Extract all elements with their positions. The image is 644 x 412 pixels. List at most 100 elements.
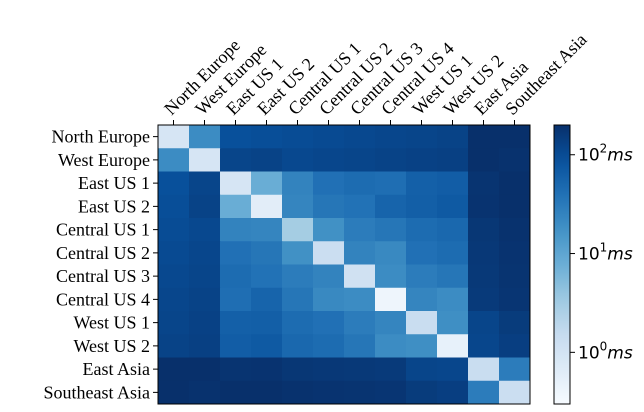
heatmap-cell <box>468 334 500 358</box>
heatmap-cell <box>251 380 283 405</box>
heatmap-cell <box>189 311 221 335</box>
heatmap-cell <box>313 218 345 242</box>
heatmap-cell <box>344 334 376 358</box>
heatmap-cell <box>189 171 221 196</box>
heatmap-cell <box>406 218 438 242</box>
heatmap-cell <box>344 287 376 312</box>
heatmap-cell <box>499 241 531 265</box>
row-label: Central US 1 <box>56 220 150 240</box>
heatmap-cell <box>251 125 283 149</box>
row-label: Central US 4 <box>56 289 150 309</box>
heatmap-cell <box>375 148 407 172</box>
heatmap-cell <box>189 194 221 219</box>
heatmap-cell <box>375 287 407 312</box>
heatmap-cell <box>189 287 221 312</box>
heatmap-cell <box>437 287 469 312</box>
heatmap-cell <box>499 264 531 289</box>
heatmap-cell <box>220 334 252 358</box>
heatmap-cell <box>437 380 469 405</box>
heatmap-cell <box>220 148 252 172</box>
heatmap-cell <box>499 334 531 358</box>
heatmap-cell <box>282 171 314 196</box>
row-label: East US 1 <box>78 173 150 193</box>
heatmap-cell <box>189 218 221 242</box>
heatmap-cell <box>220 241 252 265</box>
colorbar-tick-label: 101ms <box>578 241 633 265</box>
heatmap-cell <box>158 171 190 196</box>
heatmap-cell <box>158 218 190 242</box>
heatmap-cell <box>251 194 283 219</box>
row-label: West US 1 <box>73 313 150 333</box>
heatmap-cell <box>468 241 500 265</box>
heatmap-cell <box>220 264 252 289</box>
row-label: West Europe <box>58 150 150 170</box>
heatmap-cell <box>499 194 531 219</box>
heatmap-cell <box>220 125 252 149</box>
heatmap-cell <box>220 287 252 312</box>
heatmap-cell <box>406 287 438 312</box>
heatmap-cell <box>282 311 314 335</box>
heatmap-cell <box>344 218 376 242</box>
heatmap-cell <box>468 125 500 149</box>
heatmap-cell <box>499 171 531 196</box>
heatmap-cell <box>344 171 376 196</box>
heatmap-cells <box>158 125 531 405</box>
heatmap-cell <box>251 171 283 196</box>
heatmap-cell <box>468 311 500 335</box>
heatmap-cell <box>406 264 438 289</box>
heatmap-cell <box>437 357 469 382</box>
heatmap-cell <box>437 311 469 335</box>
row-label: Central US 3 <box>56 266 150 286</box>
heatmap-cell <box>251 148 283 172</box>
heatmap-cell <box>437 148 469 172</box>
heatmap-cell <box>282 357 314 382</box>
heatmap-cell <box>282 334 314 358</box>
heatmap-cell <box>282 380 314 405</box>
heatmap-cell <box>251 264 283 289</box>
heatmap-cell <box>437 264 469 289</box>
heatmap-cell <box>282 241 314 265</box>
heatmap-cell <box>220 171 252 196</box>
row-labels: North Europe West Europe East US 1 East US … <box>44 127 158 402</box>
heatmap-cell <box>375 264 407 289</box>
heatmap-cell <box>282 194 314 219</box>
heatmap-cell <box>220 380 252 405</box>
heatmap-cell <box>282 125 314 149</box>
heatmap-cell <box>282 148 314 172</box>
heatmap-cell <box>344 357 376 382</box>
heatmap-cell <box>499 148 531 172</box>
heatmap-cell <box>375 334 407 358</box>
heatmap-cell <box>189 380 221 405</box>
heatmap-cell <box>375 171 407 196</box>
heatmap-cell <box>313 357 345 382</box>
heatmap-cell <box>375 194 407 219</box>
heatmap-cell <box>313 380 345 405</box>
heatmap-cell <box>313 264 345 289</box>
heatmap-cell <box>189 334 221 358</box>
heatmap-cell <box>375 125 407 149</box>
heatmap-cell <box>158 264 190 289</box>
heatmap-cell <box>468 380 500 405</box>
heatmap-cell <box>158 125 190 149</box>
colorbar-ticks: 100ms 101ms 102ms <box>570 142 633 363</box>
heatmap-cell <box>406 148 438 172</box>
heatmap-cell <box>344 380 376 405</box>
heatmap-cell <box>313 148 345 172</box>
heatmap-cell <box>375 357 407 382</box>
heatmap-cell <box>189 241 221 265</box>
heatmap-cell <box>158 194 190 219</box>
heatmap-cell <box>406 171 438 196</box>
heatmap-cell <box>282 218 314 242</box>
heatmap-cell <box>158 334 190 358</box>
heatmap-cell <box>313 334 345 358</box>
heatmap-cell <box>251 311 283 335</box>
heatmap-cell <box>406 125 438 149</box>
heatmap-cell <box>158 357 190 382</box>
row-label: East US 2 <box>78 196 150 216</box>
heatmap-cell <box>220 194 252 219</box>
row-label: Central US 2 <box>56 243 150 263</box>
heatmap-cell <box>251 241 283 265</box>
heatmap-cell <box>344 148 376 172</box>
heatmap-cell <box>220 311 252 335</box>
heatmap-cell <box>468 357 500 382</box>
